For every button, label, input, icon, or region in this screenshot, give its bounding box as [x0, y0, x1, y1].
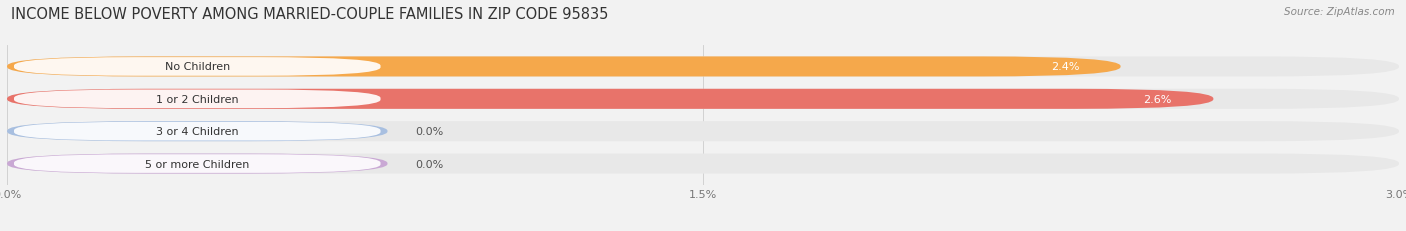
FancyBboxPatch shape	[7, 122, 388, 142]
FancyBboxPatch shape	[14, 90, 381, 109]
FancyBboxPatch shape	[7, 57, 1399, 77]
FancyBboxPatch shape	[14, 122, 381, 141]
Text: 1 or 2 Children: 1 or 2 Children	[156, 94, 239, 104]
Text: 0.0%: 0.0%	[415, 127, 443, 137]
FancyBboxPatch shape	[7, 154, 388, 174]
Text: No Children: No Children	[165, 62, 231, 72]
Text: 2.4%: 2.4%	[1050, 62, 1080, 72]
FancyBboxPatch shape	[14, 155, 381, 173]
FancyBboxPatch shape	[7, 154, 1399, 174]
Text: 5 or more Children: 5 or more Children	[145, 159, 249, 169]
Text: 3 or 4 Children: 3 or 4 Children	[156, 127, 239, 137]
FancyBboxPatch shape	[7, 122, 1399, 142]
FancyBboxPatch shape	[7, 89, 1399, 109]
Text: 0.0%: 0.0%	[415, 159, 443, 169]
FancyBboxPatch shape	[7, 57, 1121, 77]
Text: INCOME BELOW POVERTY AMONG MARRIED-COUPLE FAMILIES IN ZIP CODE 95835: INCOME BELOW POVERTY AMONG MARRIED-COUPL…	[11, 7, 609, 22]
Text: 2.6%: 2.6%	[1143, 94, 1171, 104]
Text: Source: ZipAtlas.com: Source: ZipAtlas.com	[1284, 7, 1395, 17]
FancyBboxPatch shape	[14, 58, 381, 76]
FancyBboxPatch shape	[7, 89, 1213, 109]
